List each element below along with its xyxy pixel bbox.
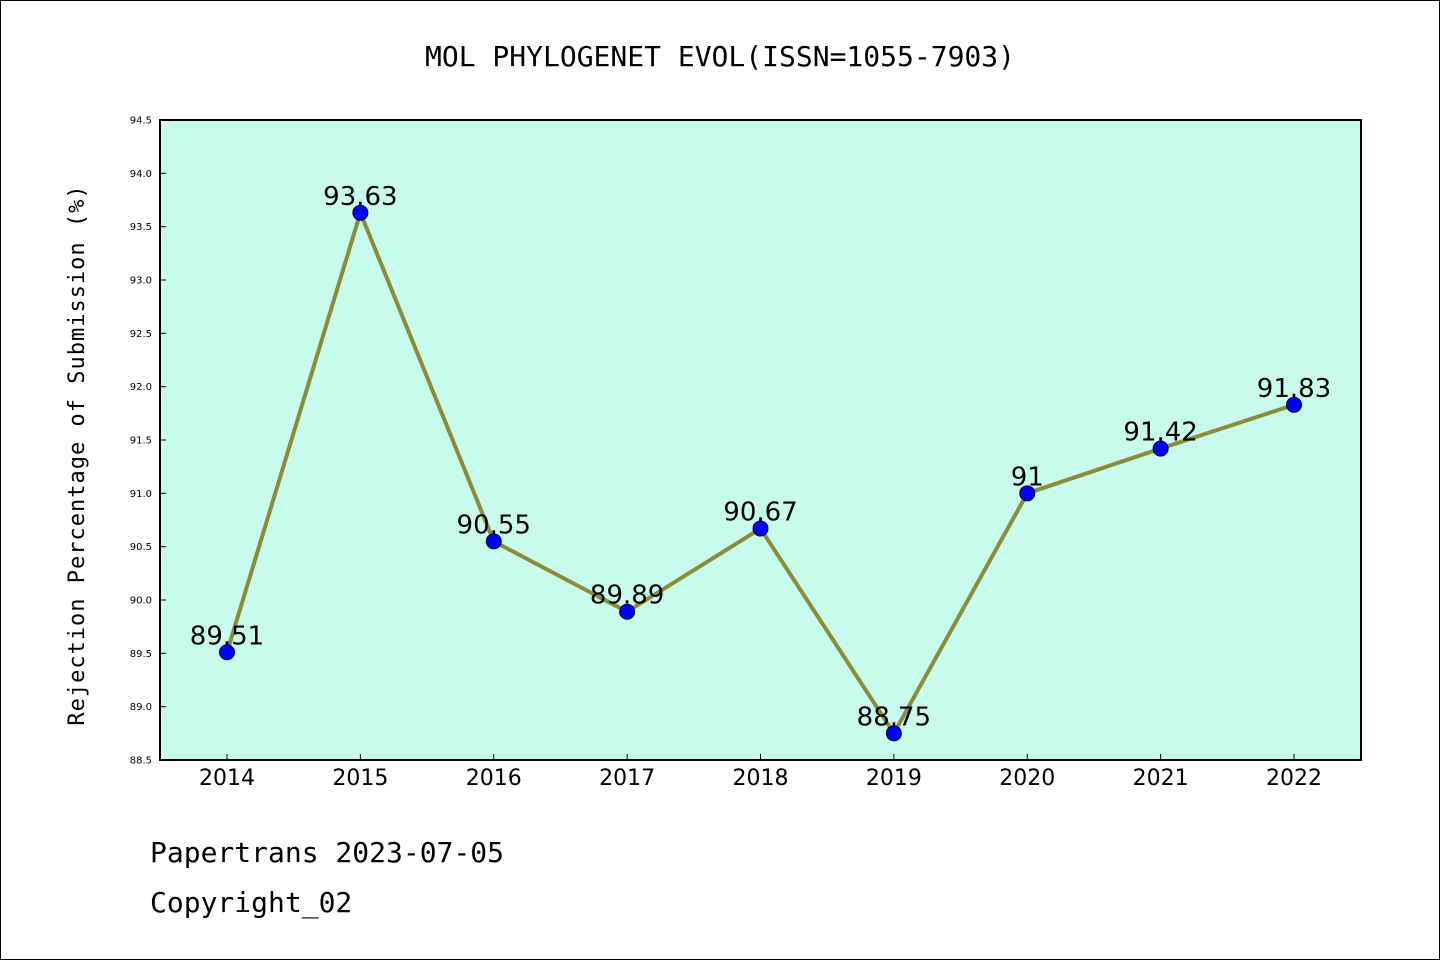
y-tick-label: 92.5 bbox=[130, 329, 152, 340]
x-tick-label: 2015 bbox=[332, 766, 388, 791]
data-label: 88.75 bbox=[857, 702, 931, 732]
y-tick-label: 91.5 bbox=[130, 436, 152, 447]
x-tick-label: 2018 bbox=[733, 766, 789, 791]
data-label: 89.89 bbox=[590, 581, 664, 611]
x-tick-label: 2022 bbox=[1266, 766, 1322, 791]
data-point bbox=[619, 603, 636, 620]
data-label: 91 bbox=[1011, 462, 1044, 492]
y-tick-label: 88.5 bbox=[130, 756, 152, 767]
plot-area bbox=[160, 120, 1361, 760]
footer-copyright: Copyright_02 bbox=[150, 886, 353, 919]
chart-title: MOL PHYLOGENET EVOL(ISSN=1055-7903) bbox=[425, 40, 1015, 73]
y-tick-label: 91.0 bbox=[130, 489, 152, 500]
y-tick-label: 90.0 bbox=[130, 596, 152, 607]
y-axis: 88.5 89.0 89.5 90.0 90.5 91.0 91.5 92.0 92.5 93.0… bbox=[130, 116, 166, 767]
x-tick-label: 2021 bbox=[1133, 766, 1189, 791]
x-tick-label: 2014 bbox=[199, 766, 255, 791]
y-tick-label: 93.0 bbox=[130, 276, 152, 287]
data-point bbox=[352, 204, 369, 221]
data-label: 91.83 bbox=[1257, 374, 1331, 404]
data-label: 91.42 bbox=[1123, 418, 1197, 448]
y-tick-label: 92.0 bbox=[130, 382, 152, 393]
data-labels: 89.51 93.63 90.55 89.89 90.67 88.75 91 91.42 91.… bbox=[190, 182, 1331, 733]
data-point bbox=[885, 725, 902, 742]
plot-border bbox=[159, 119, 1362, 761]
data-point bbox=[1286, 396, 1302, 413]
y-tick-label: 94.5 bbox=[130, 116, 152, 127]
y-tick-label: 89.5 bbox=[130, 649, 152, 660]
x-tick-label: 2016 bbox=[466, 766, 522, 791]
x-tick-label: 2019 bbox=[866, 766, 922, 791]
y-axis-label: Rejection Percentage of Submission (%) bbox=[65, 184, 90, 725]
data-point bbox=[1019, 485, 1036, 502]
x-tick-label: 2020 bbox=[999, 766, 1055, 791]
footer-date: Papertrans 2023-07-05 bbox=[150, 836, 505, 869]
data-label: 90.55 bbox=[457, 510, 531, 540]
y-tick-label: 94.0 bbox=[130, 169, 152, 180]
data-label: 90.67 bbox=[723, 498, 797, 528]
series-rejection-rate bbox=[219, 204, 1302, 742]
data-label: 89.51 bbox=[190, 621, 264, 651]
x-tick-label: 2017 bbox=[599, 766, 655, 791]
data-point bbox=[752, 520, 769, 537]
y-tick-label: 93.5 bbox=[130, 222, 152, 233]
y-tick-label: 89.0 bbox=[130, 702, 152, 713]
data-label: 93.63 bbox=[323, 182, 397, 212]
x-axis: 2014 2015 2016 2017 2018 2019 2020 2021 2022 bbox=[199, 754, 1322, 791]
data-point bbox=[1152, 440, 1169, 457]
data-point bbox=[485, 533, 502, 550]
data-point bbox=[219, 644, 235, 661]
y-tick-label: 90.5 bbox=[130, 542, 152, 553]
